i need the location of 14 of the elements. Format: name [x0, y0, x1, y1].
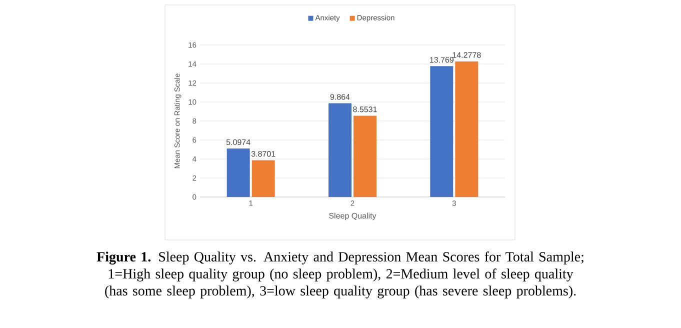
bar [354, 116, 376, 197]
data-label: 14.2778 [452, 52, 481, 58]
data-label: 3.8701 [251, 151, 276, 157]
data-label: 13.769 [430, 56, 454, 63]
bar [328, 103, 352, 197]
bar [226, 148, 250, 197]
bar [430, 66, 454, 197]
x-axis-title: Sleep Quality [329, 212, 376, 220]
text: Figure 1. Sleep Quality vs. Anxiety and Depression Mean Scores for Total Sample; 1=High sleep quality group (no sleep problem), 2=Medium level of sleep quality (has some sleep problem), 3=low sleep quality group (has severe sleep problems). [96, 252, 584, 298]
bar [252, 160, 275, 197]
data-label: 8.5531 [353, 106, 377, 112]
data-label: 5.0974 [226, 139, 250, 146]
bar [455, 61, 478, 197]
data-label: 9.864 [330, 94, 350, 100]
